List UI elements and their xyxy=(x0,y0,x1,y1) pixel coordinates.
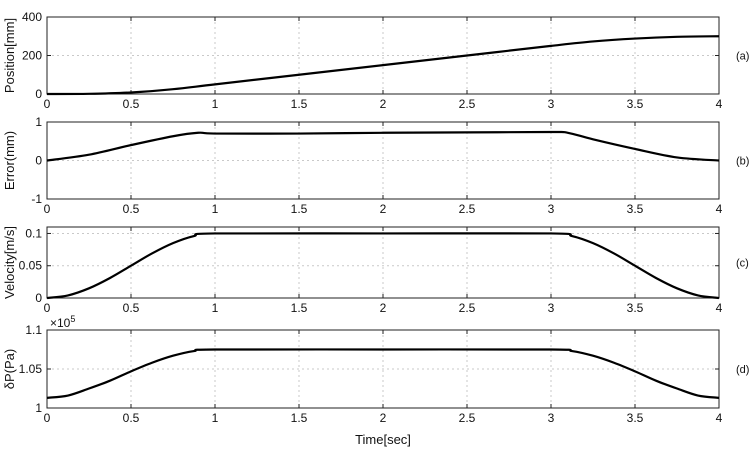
x-tick-label: 4 xyxy=(716,411,723,425)
x-tick-label: 3.5 xyxy=(627,202,644,216)
y-tick-label: 0.05 xyxy=(19,259,43,273)
panel-label: (d) xyxy=(736,364,749,376)
y-axis-label: Position[mm] xyxy=(2,18,17,93)
x-tick-label: 2 xyxy=(380,202,387,216)
x-tick-label: 1.5 xyxy=(291,301,308,315)
series-line xyxy=(46,348,720,399)
x-tick-label: 2.5 xyxy=(459,411,476,425)
x-tick-label: 0 xyxy=(44,202,51,216)
x-tick-label: 3 xyxy=(548,202,555,216)
y-exponent-label: ×105 xyxy=(50,314,75,330)
series-line xyxy=(46,35,720,96)
x-tick-label: 0.5 xyxy=(123,301,140,315)
y-tick-label: 0 xyxy=(35,154,42,168)
x-tick-label: 2.5 xyxy=(459,97,476,111)
y-tick-label: 1 xyxy=(35,401,42,415)
x-tick-label: 1 xyxy=(212,301,219,315)
x-tick-label: 0 xyxy=(44,97,51,111)
y-tick-label: 1.1 xyxy=(25,323,42,337)
x-tick-label: 1 xyxy=(212,97,219,111)
x-tick-label: 1.5 xyxy=(291,202,308,216)
x-tick-label: 1 xyxy=(212,411,219,425)
y-axis-label: Error(mm) xyxy=(2,131,17,190)
x-tick-label: 2.5 xyxy=(459,301,476,315)
x-tick-label: 3 xyxy=(548,97,555,111)
x-tick-label: 1.5 xyxy=(291,97,308,111)
x-tick-label: 1 xyxy=(212,202,219,216)
series-line xyxy=(46,130,720,162)
x-tick-label: 3.5 xyxy=(627,301,644,315)
y-tick-label: -1 xyxy=(31,192,42,206)
panel-label: (a) xyxy=(736,51,749,63)
x-tick-label: 3 xyxy=(548,411,555,425)
x-tick-label: 0 xyxy=(44,301,51,315)
y-tick-label: 200 xyxy=(22,49,42,63)
series-line xyxy=(46,232,720,300)
panel-label: (b) xyxy=(736,156,749,168)
x-tick-label: 4 xyxy=(716,202,723,216)
x-tick-label: 1.5 xyxy=(291,411,308,425)
x-tick-label: 2 xyxy=(380,411,387,425)
y-tick-label: 1 xyxy=(35,115,42,129)
x-tick-label: 2 xyxy=(380,301,387,315)
y-exponent: 5 xyxy=(70,314,75,324)
y-tick-label: 0 xyxy=(35,87,42,101)
x-axis-label: Time[sec] xyxy=(355,432,411,447)
x-tick-label: 3 xyxy=(548,301,555,315)
x-tick-label: 2.5 xyxy=(459,202,476,216)
y-tick-label: 0.1 xyxy=(25,226,42,240)
y-tick-label: 400 xyxy=(22,10,42,24)
y-tick-label: 1.05 xyxy=(19,362,43,376)
y-axis-label: Velocity[m/s] xyxy=(2,226,17,299)
x-tick-label: 0 xyxy=(44,411,51,425)
x-tick-label: 0.5 xyxy=(123,97,140,111)
x-tick-label: 4 xyxy=(716,97,723,111)
y-axis-label: δP(Pa) xyxy=(2,349,17,389)
x-tick-label: 4 xyxy=(716,301,723,315)
x-tick-label: 0.5 xyxy=(123,202,140,216)
x-tick-label: 0.5 xyxy=(123,411,140,425)
panel-4: 0 0.5 1 1.5 2 2.5 3 3.5 4 1.1 1.05 1 δP(Pa) ×105 (d) Ti… xyxy=(2,314,749,447)
panel-label: (c) xyxy=(736,258,749,270)
panel-1: 0 0.5 1 1.5 2 2.5 3 3.5 4 0 200 400 Position[mm] (a) xyxy=(2,10,749,111)
x-tick-label: 3.5 xyxy=(627,97,644,111)
y-tick-label: 0 xyxy=(35,291,42,305)
panel-3: 0 0.5 1 1.5 2 2.5 3 3.5 4 0.1 0.05 0 Velocity[m/s] (c… xyxy=(2,226,749,315)
x-tick-label: 2 xyxy=(380,97,387,111)
x-tick-label: 3.5 xyxy=(627,411,644,425)
